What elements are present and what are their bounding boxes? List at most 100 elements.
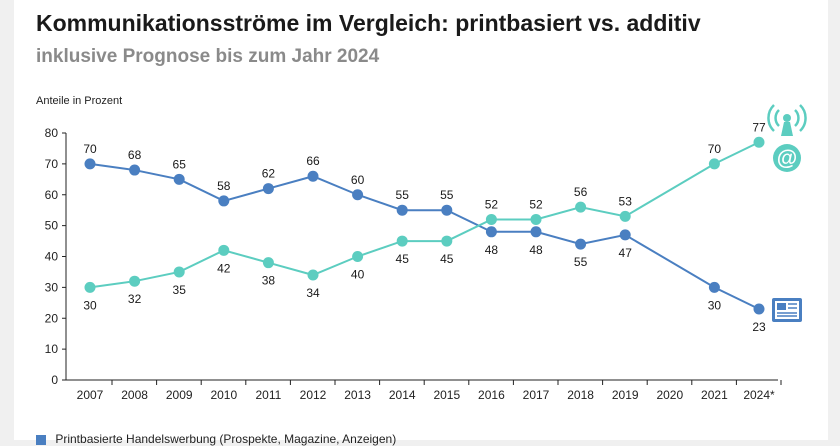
data-label: 66 bbox=[306, 154, 320, 168]
series-line-0 bbox=[89, 162, 760, 310]
data-point bbox=[218, 244, 230, 256]
data-point bbox=[84, 158, 96, 170]
series-line-1 bbox=[89, 141, 760, 289]
x-tick-label: 2011 bbox=[255, 388, 281, 402]
y-tick-label: 50 bbox=[45, 219, 59, 233]
chart-subtitle: inklusive Prognose bis zum Jahr 2024 bbox=[36, 46, 380, 67]
data-label: 58 bbox=[217, 179, 231, 193]
data-point bbox=[619, 229, 631, 241]
data-point bbox=[530, 226, 542, 238]
data-point bbox=[396, 204, 408, 216]
data-label: 77 bbox=[752, 120, 766, 134]
y-tick-label: 40 bbox=[45, 250, 59, 264]
at-sign-icon: @ bbox=[773, 144, 801, 172]
data-point bbox=[441, 204, 453, 216]
data-label: 68 bbox=[128, 148, 142, 162]
x-tick-label: 2013 bbox=[344, 388, 371, 402]
data-point bbox=[619, 210, 631, 222]
line-chart: Anteile in Prozent 0 10 20 30 40 50 60 70 80 2007 2… bbox=[36, 95, 807, 402]
data-label: 48 bbox=[529, 243, 543, 257]
y-axis-label: Anteile in Prozent bbox=[36, 95, 122, 107]
data-point bbox=[753, 303, 765, 315]
data-point bbox=[173, 266, 185, 278]
data-point bbox=[84, 281, 96, 293]
x-tick-label: 2016 bbox=[478, 388, 505, 402]
data-label: 45 bbox=[396, 252, 410, 266]
data-point bbox=[129, 275, 141, 287]
x-tick-label: 2008 bbox=[121, 388, 148, 402]
data-label: 55 bbox=[396, 188, 410, 202]
data-label: 30 bbox=[708, 298, 722, 312]
series-points bbox=[84, 136, 765, 315]
chart-title: Kommunikationsströme im Vergleich: print… bbox=[36, 10, 701, 36]
data-point bbox=[441, 235, 453, 247]
y-tick-label: 10 bbox=[45, 342, 59, 356]
legend-label-print: Printbasierte Handelswerbung (Prospekte,… bbox=[55, 432, 397, 446]
x-tick-label: 2019 bbox=[612, 388, 639, 402]
data-label: 70 bbox=[83, 142, 97, 156]
data-point bbox=[262, 257, 274, 269]
legend: Printbasierte Handelswerbung (Prospekte,… bbox=[36, 432, 396, 446]
data-point bbox=[173, 173, 185, 185]
data-label: 35 bbox=[173, 283, 187, 297]
data-label: 30 bbox=[83, 298, 97, 312]
newspaper-icon bbox=[772, 298, 802, 322]
data-label: 53 bbox=[619, 194, 633, 208]
x-tick-label: 2018 bbox=[567, 388, 594, 402]
data-label: 70 bbox=[708, 142, 722, 156]
x-tick-label: 2012 bbox=[300, 388, 327, 402]
data-label: 62 bbox=[262, 167, 276, 181]
x-tick-label: 2024* bbox=[743, 388, 775, 402]
x-tick-label: 2007 bbox=[77, 388, 104, 402]
svg-text:@: @ bbox=[777, 147, 797, 170]
data-label: 32 bbox=[128, 292, 142, 306]
data-point bbox=[307, 170, 319, 182]
data-label: 23 bbox=[752, 320, 766, 334]
x-tick-label: 2014 bbox=[389, 388, 416, 402]
x-tick-label: 2020 bbox=[656, 388, 683, 402]
data-label: 38 bbox=[262, 274, 276, 288]
series-lines bbox=[89, 141, 760, 310]
data-label: 55 bbox=[574, 255, 588, 269]
data-label: 52 bbox=[485, 197, 499, 211]
y-tick-label: 70 bbox=[45, 157, 59, 171]
x-tick-label: 2015 bbox=[433, 388, 460, 402]
x-tick-label: 2021 bbox=[701, 388, 728, 402]
data-label: 56 bbox=[574, 185, 588, 199]
data-label: 52 bbox=[529, 197, 543, 211]
y-tick-label: 0 bbox=[51, 373, 58, 387]
data-label: 55 bbox=[440, 188, 454, 202]
data-point bbox=[530, 213, 542, 225]
data-point bbox=[575, 238, 587, 250]
data-label: 47 bbox=[619, 246, 633, 260]
data-label: 48 bbox=[485, 243, 499, 257]
data-point bbox=[753, 136, 765, 148]
data-label: 45 bbox=[440, 252, 454, 266]
data-point bbox=[396, 235, 408, 247]
data-label: 34 bbox=[306, 286, 320, 300]
x-tick-label: 2009 bbox=[166, 388, 193, 402]
antenna-icon bbox=[767, 104, 807, 136]
data-point bbox=[708, 158, 720, 170]
data-label: 40 bbox=[351, 268, 365, 282]
data-point bbox=[307, 269, 319, 281]
data-point bbox=[262, 183, 274, 195]
data-point bbox=[352, 251, 364, 262]
data-point bbox=[575, 201, 587, 213]
data-point bbox=[129, 164, 141, 176]
data-point bbox=[352, 189, 364, 201]
data-label: 60 bbox=[351, 173, 365, 187]
x-tick-label: 2010 bbox=[210, 388, 237, 402]
y-tick-label: 20 bbox=[45, 311, 59, 325]
y-tick-label: 80 bbox=[45, 126, 59, 140]
data-point bbox=[485, 213, 497, 225]
data-label: 65 bbox=[173, 157, 187, 171]
data-point bbox=[708, 281, 720, 293]
y-tick-label: 30 bbox=[45, 280, 59, 294]
chart-card: Kommunikationsströme im Vergleich: print… bbox=[14, 0, 828, 446]
y-tick-label: 60 bbox=[45, 188, 59, 202]
x-tick-label: 2017 bbox=[523, 388, 550, 402]
data-point bbox=[218, 195, 230, 207]
data-label: 42 bbox=[217, 261, 231, 275]
axes: Anteile in Prozent 0 10 20 30 40 50 60 70 80 2007 2… bbox=[36, 95, 782, 402]
